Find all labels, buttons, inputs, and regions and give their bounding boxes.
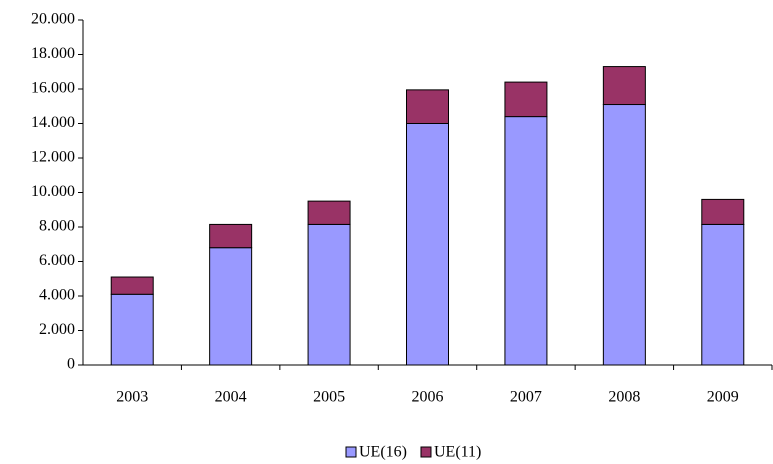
x-tick-label: 2007 xyxy=(510,389,542,406)
y-tick-label: 20.000 xyxy=(31,11,75,28)
x-tick-label: 2004 xyxy=(215,389,247,406)
y-tick-label: 18.000 xyxy=(31,45,75,62)
bar-segment xyxy=(504,116,548,366)
bar-segment xyxy=(602,104,646,366)
bar-segment xyxy=(307,223,351,366)
legend-swatch xyxy=(420,446,432,458)
bar-segment xyxy=(406,123,449,366)
bar-segment xyxy=(504,81,548,118)
bar-segment xyxy=(701,223,745,366)
bar-segment xyxy=(307,200,351,225)
y-tick-label: 14.000 xyxy=(31,114,75,131)
bar-segment xyxy=(209,223,253,249)
bar-segment xyxy=(110,293,154,366)
y-tick-label: 6.000 xyxy=(39,252,75,269)
legend-label: UE(16) xyxy=(359,444,407,461)
x-tick-label: 2006 xyxy=(412,389,444,406)
bar-segment xyxy=(701,198,745,225)
x-tick-label: 2008 xyxy=(608,389,640,406)
x-tick-label: 2003 xyxy=(116,389,148,406)
bar-segment xyxy=(602,66,646,106)
y-tick-label: 0 xyxy=(67,356,75,373)
bar-segment xyxy=(110,276,154,295)
y-tick-label: 10.000 xyxy=(31,183,75,200)
y-tick-label: 12.000 xyxy=(31,149,75,166)
bar-segment xyxy=(406,89,449,125)
y-tick-label: 8.000 xyxy=(39,218,75,235)
legend-label: UE(11) xyxy=(434,444,481,461)
legend-swatch xyxy=(345,446,357,458)
y-tick-label: 16.000 xyxy=(31,80,75,97)
bar-segment xyxy=(209,247,253,366)
x-tick-label: 2005 xyxy=(313,389,345,406)
y-tick-label: 4.000 xyxy=(39,287,75,304)
y-tick-label: 2.000 xyxy=(39,321,75,338)
x-tick-label: 2009 xyxy=(707,389,739,406)
